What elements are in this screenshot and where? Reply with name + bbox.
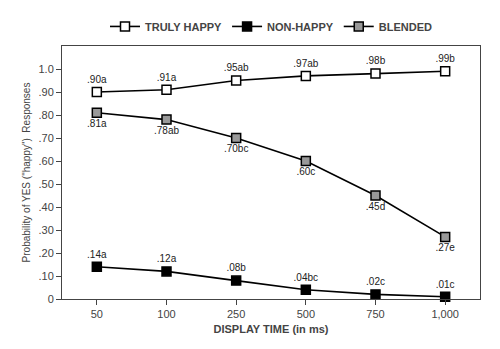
svg-text:DISPLAY TIME (in ms): DISPLAY TIME (in ms) xyxy=(214,323,329,335)
svg-text:.01c: .01c xyxy=(436,279,455,290)
svg-text:.30: .30 xyxy=(39,224,54,236)
svg-text:250: 250 xyxy=(227,308,245,320)
svg-text:.60: .60 xyxy=(39,155,54,167)
svg-text:.14a: .14a xyxy=(87,249,107,260)
svg-text:.60c: .60c xyxy=(296,166,315,177)
svg-text:.10: .10 xyxy=(39,270,54,282)
svg-text:TRULY HAPPY: TRULY HAPPY xyxy=(145,21,222,33)
svg-text:.91a: .91a xyxy=(157,72,177,83)
svg-text:NON-HAPPY: NON-HAPPY xyxy=(267,21,334,33)
svg-text:500: 500 xyxy=(297,308,315,320)
svg-text:Probability of YES ("happy"): Probability of YES ("happy") Responses xyxy=(21,83,32,263)
svg-text:1.0: 1.0 xyxy=(39,63,54,75)
svg-text:.12a: .12a xyxy=(157,253,177,264)
svg-text:0: 0 xyxy=(48,293,54,305)
svg-text:100: 100 xyxy=(157,308,175,320)
svg-text:.81a: .81a xyxy=(87,118,107,129)
svg-text:.45d: .45d xyxy=(366,201,385,212)
svg-text:50: 50 xyxy=(91,308,103,320)
svg-text:BLENDED: BLENDED xyxy=(379,21,432,33)
svg-text:750: 750 xyxy=(366,308,384,320)
svg-text:.50: .50 xyxy=(39,178,54,190)
svg-text:.20: .20 xyxy=(39,247,54,259)
svg-text:1,000: 1,000 xyxy=(431,308,459,320)
svg-text:.04bc: .04bc xyxy=(294,272,318,283)
svg-text:.78ab: .78ab xyxy=(154,125,179,136)
svg-text:.90a: .90a xyxy=(87,74,107,85)
svg-text:.99b: .99b xyxy=(435,53,455,64)
svg-text:.80: .80 xyxy=(39,109,54,121)
svg-text:.40: .40 xyxy=(39,201,54,213)
svg-text:.27e: .27e xyxy=(435,242,455,253)
svg-text:.97ab: .97ab xyxy=(293,58,318,69)
svg-text:.90: .90 xyxy=(39,86,54,98)
svg-text:.02c: .02c xyxy=(366,276,385,287)
svg-text:.95ab: .95ab xyxy=(224,62,249,73)
svg-text:.70: .70 xyxy=(39,132,54,144)
svg-text:.70bc: .70bc xyxy=(224,143,248,154)
svg-text:.08b: .08b xyxy=(226,262,246,273)
svg-text:.98b: .98b xyxy=(366,55,386,66)
